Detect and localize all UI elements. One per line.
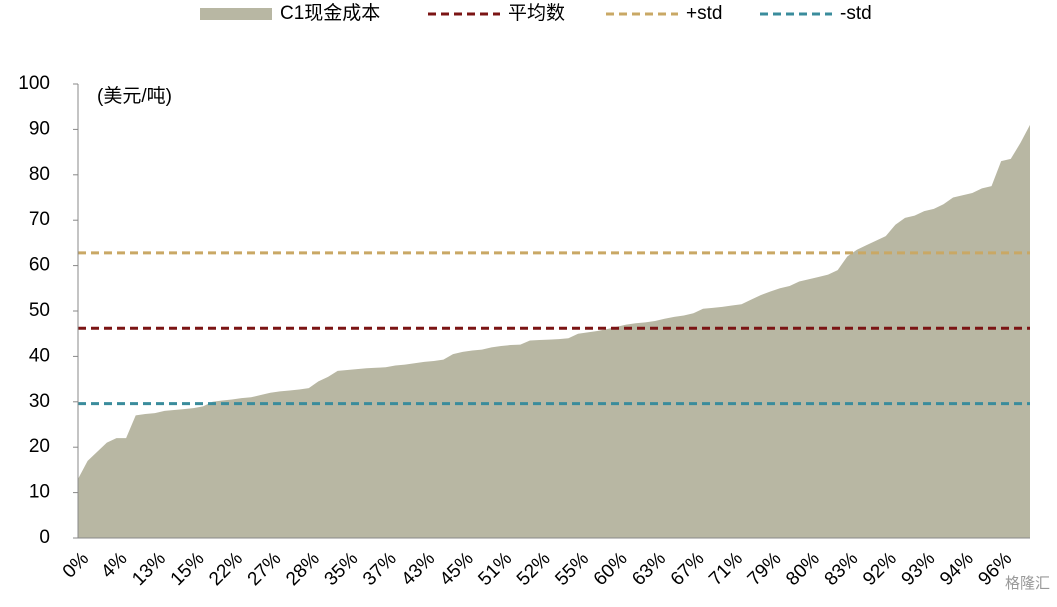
x-tick-label: 22% [205, 548, 247, 590]
y-tick-label: 60 [29, 255, 50, 276]
x-tick-label: 92% [859, 548, 901, 590]
area [78, 124, 1030, 539]
x-tick-label: 80% [782, 548, 824, 590]
legend-label: -std [840, 3, 872, 24]
x-tick-label: 63% [628, 548, 670, 590]
x-tick-label: 13% [128, 548, 170, 590]
x-tick-label: 93% [898, 548, 940, 590]
x-tick-label: 37% [359, 548, 401, 590]
x-tick-label: 35% [321, 548, 363, 590]
x-tick-label: 27% [244, 548, 286, 590]
x-tick-label: 71% [705, 548, 747, 590]
x-tick-label: 51% [474, 548, 516, 590]
y-tick-label: 50 [29, 300, 50, 321]
x-tick-label: 0% [59, 548, 93, 582]
x-tick-label: 28% [282, 548, 324, 590]
x-tick-label: 4% [97, 548, 131, 582]
y-tick-label: 0 [39, 527, 50, 548]
y-tick-label: 40 [29, 345, 50, 366]
legend-swatch [200, 8, 272, 20]
y-tick-label: 80 [29, 164, 50, 185]
x-tick-label: 15% [167, 548, 209, 590]
legend-label: +std [686, 3, 722, 24]
y-tick-label: 100 [18, 73, 50, 94]
unit-label: (美元/吨) [97, 85, 172, 107]
y-tick-label: 10 [29, 482, 50, 503]
x-tick-label: 45% [436, 548, 478, 590]
x-tick-label: 43% [398, 548, 440, 590]
y-tick-label: 70 [29, 209, 50, 230]
y-tick-label: 30 [29, 391, 50, 412]
x-tick-label: 94% [936, 548, 978, 590]
y-tick-label: 20 [29, 436, 50, 457]
x-tick-label: 83% [821, 548, 863, 590]
x-tick-label: 55% [551, 548, 593, 590]
legend-label: C1现金成本 [280, 2, 380, 24]
x-tick-label: 79% [744, 548, 786, 590]
x-tick-label: 67% [667, 548, 709, 590]
legend-label: 平均数 [508, 2, 565, 24]
y-tick-label: 90 [29, 118, 50, 139]
watermark: 格隆汇 [1005, 575, 1050, 592]
x-tick-label: 60% [590, 548, 632, 590]
x-tick-label: 52% [513, 548, 555, 590]
